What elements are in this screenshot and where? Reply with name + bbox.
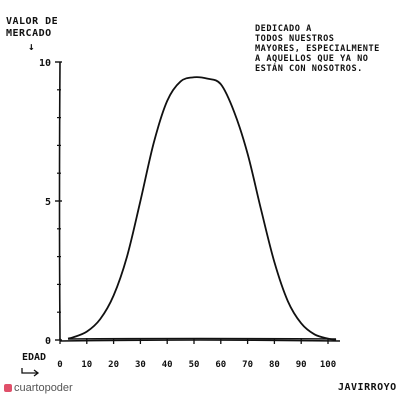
brand-name: cuartopoder — [14, 382, 73, 394]
axes — [58, 61, 341, 342]
x-tick-label: 20 — [108, 360, 119, 370]
x-tick-label: 50 — [189, 360, 200, 370]
x-tick-label: 40 — [162, 360, 173, 370]
x-axis-label-group: EDAD — [21, 352, 46, 377]
brand-mark-icon — [4, 384, 12, 392]
x-tick-label: 100 — [320, 360, 336, 370]
x-tick-label: 0 — [57, 360, 62, 370]
curve-layer — [67, 76, 337, 341]
x-axis-label: EDAD — [22, 352, 46, 363]
dedication-text: DEDICADO A TODOS NUESTROS MAYORES, ESPEC… — [255, 24, 380, 74]
x-tick-label: 60 — [215, 360, 226, 370]
y-tick-label: 5 — [45, 197, 51, 208]
x-tick-label: 80 — [269, 360, 280, 370]
market-value-curve — [67, 76, 337, 341]
y-axis-label-line2: MERCADO — [6, 28, 52, 39]
y-tick-label: 10 — [39, 58, 51, 69]
y-axis-label-arrow-icon: ↓ — [28, 40, 36, 53]
x-axis-label-arrowhead-icon — [33, 369, 40, 377]
x-tick-label: 30 — [135, 360, 146, 370]
x-axis-label-arrow-icon — [21, 368, 38, 374]
x-tick-label: 70 — [242, 360, 253, 370]
brand-logo: cuartopoder — [4, 382, 73, 394]
y-tick-label: 0 — [45, 336, 51, 347]
curve-baseline — [68, 337, 337, 340]
y-axis-label-line1: VALOR DE — [6, 16, 59, 27]
x-tick-label: 90 — [296, 360, 307, 370]
x-axis-line — [59, 339, 341, 342]
author-signature: JAVIRROYO — [338, 382, 397, 393]
x-tick-label: 10 — [81, 360, 92, 370]
